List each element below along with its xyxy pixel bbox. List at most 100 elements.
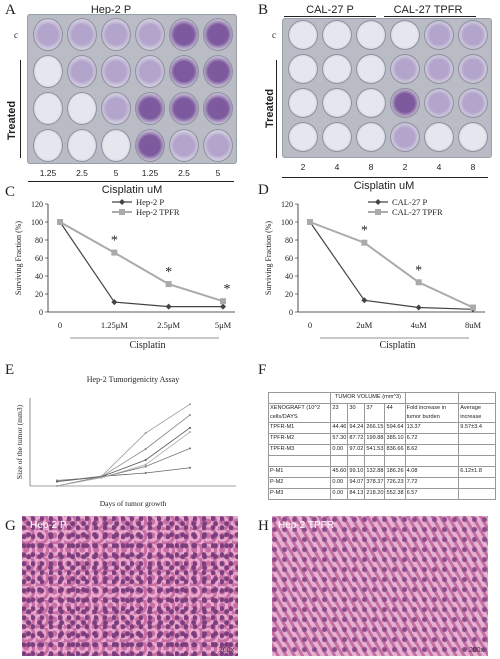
table-cell: 84.13 [347, 488, 366, 500]
table-cell: 541.53 [364, 444, 386, 456]
table-cell [458, 433, 496, 445]
culture-well [322, 20, 352, 50]
table-cell: 87.72 [347, 433, 366, 445]
data-point [415, 279, 422, 286]
plate-a-title-left: Hep-2 P [90, 4, 132, 16]
culture-well [169, 18, 199, 51]
table-cell: 594.64 [384, 422, 406, 434]
series-line [56, 403, 191, 487]
y-tick-label: 100 [281, 218, 293, 227]
magnification-g: 200x [218, 647, 234, 654]
data-point [189, 430, 191, 433]
culture-well [390, 122, 420, 152]
x-tick-label: 2uM [356, 320, 373, 330]
table-cell: 13.37 [404, 422, 460, 434]
data-point [307, 219, 313, 225]
significance-star: * [415, 263, 422, 278]
culture-well [390, 88, 420, 118]
table-cell: 385.10 [384, 433, 406, 445]
culture-well [169, 129, 199, 162]
table-cell: 9.57±3.4 [458, 422, 496, 434]
table-cell: 99.10 [347, 466, 366, 478]
series-line [56, 447, 191, 481]
data-point [189, 413, 191, 416]
culture-well [203, 92, 233, 125]
data-point [220, 298, 226, 305]
significance-star: * [165, 265, 172, 280]
table-cell: 6.57 [404, 488, 460, 500]
series-line [59, 221, 223, 308]
panel-letter-h: H [258, 518, 269, 534]
culture-well [390, 20, 420, 50]
table-cell: 0.00 [330, 444, 349, 456]
y-axis-label: Size of the tumor (mm3) [15, 404, 24, 479]
data-point [144, 465, 147, 468]
table-cell [330, 455, 349, 467]
series-line [59, 221, 224, 303]
table-cell: 199.88 [364, 433, 386, 445]
table-cell: 266.15 [364, 422, 386, 434]
culture-well [101, 129, 131, 162]
culture-well [424, 88, 454, 118]
table-row [267, 455, 496, 467]
table-cell: 44.46 [330, 422, 349, 434]
y-tick-label: 20 [35, 290, 43, 299]
table-cell: P-M1 [267, 466, 332, 478]
table-column-header: 44 [384, 403, 406, 423]
concentration-label: 8 [470, 162, 476, 172]
concentration-label: 4 [436, 162, 442, 172]
axis-label-b: Cisplatin uM [353, 180, 415, 192]
table-header-spacer [267, 392, 332, 404]
panel-letter-g: G [5, 518, 16, 534]
culture-well [458, 20, 488, 50]
table-cell: 6.12±1.8 [458, 466, 496, 478]
y-tick-label: 100 [31, 218, 43, 227]
data-point [415, 304, 422, 311]
culture-well [288, 54, 318, 84]
data-point [56, 480, 58, 483]
culture-well [135, 92, 165, 125]
table-cell: 218.20 [364, 488, 386, 500]
table-cell [364, 455, 386, 467]
concentration-label: 4 [334, 162, 340, 172]
series-line [309, 221, 474, 310]
table-group-header: TUMOR VOLUME (mm^3) [330, 392, 406, 404]
culture-well [322, 122, 352, 152]
culture-well [424, 20, 454, 50]
histology-label-g: Hep-2 P [30, 520, 67, 531]
table-row: TPFR-M1 44.46 94.24 266.15 594.64 13.37 9.57±3… [267, 422, 496, 434]
data-point [189, 403, 191, 406]
concentration-label: 1.25 [141, 168, 159, 178]
table-row: TPFR-M3 0.00 97.02 541.53 836.66 8.62 [267, 444, 496, 456]
control-label-b: c [272, 30, 276, 40]
concentration-label: 2.5 [76, 168, 88, 178]
data-point [111, 249, 118, 256]
culture-well [288, 88, 318, 118]
histology-label-h: Hep-2 TPFR [278, 520, 334, 531]
culture-well [424, 122, 454, 152]
chart-title: Hep-2 Tumorigenicity Assay [87, 375, 179, 384]
plate-b-title-right: CAL-27 TPFR [393, 4, 463, 16]
culture-plate-b [282, 18, 492, 158]
y-tick-label: 40 [285, 272, 293, 281]
culture-well [356, 54, 386, 84]
table-column-header: Fold increase in tumor burden [404, 403, 460, 423]
data-point [100, 476, 103, 479]
data-point [361, 297, 368, 304]
legend-label: CAL-27 TPFR [392, 207, 443, 217]
table-column-header: 37 [364, 403, 386, 423]
panel-letter-e: E [5, 362, 15, 378]
y-tick-label: 0 [289, 308, 293, 317]
concentration-label: 2 [300, 162, 306, 172]
data-point [220, 303, 226, 310]
y-tick-label: 80 [35, 236, 43, 245]
concentration-label: 5 [113, 168, 119, 178]
data-point [470, 304, 476, 311]
x-tick-label: 4uM [411, 320, 428, 330]
culture-well [203, 129, 233, 162]
line-chart-d: 0 20 40 60 80 100 120 0 2uM 4uM 8uM Surviving Fract… [264, 197, 485, 350]
legend-marker [119, 209, 125, 215]
culture-well [33, 55, 63, 88]
series-line [309, 221, 474, 309]
x-tick-label: 5μM [215, 320, 232, 330]
